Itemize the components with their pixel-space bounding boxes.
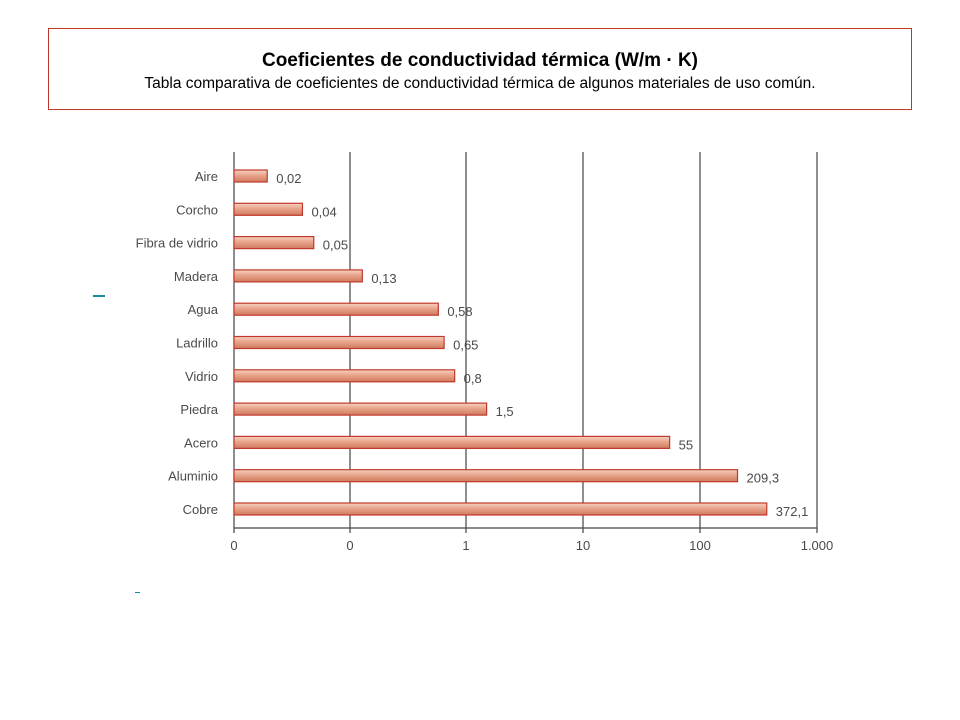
bar — [233, 202, 304, 216]
category-label: Acero — [184, 435, 218, 450]
x-tick-label: 0 — [230, 538, 237, 553]
category-label: Ladrillo — [176, 336, 218, 351]
category-label: Aire — [195, 169, 218, 184]
bar-layer — [233, 169, 768, 516]
bar — [233, 502, 768, 516]
category-label: Agua — [188, 302, 219, 317]
tick-layer: 0 0 1 10 100 1.000 — [230, 538, 833, 553]
value-label: 0,02 — [276, 171, 301, 186]
title-box: Coeficientes de conductividad térmica (W… — [48, 28, 912, 110]
bar — [233, 335, 445, 350]
value-label: 0,13 — [371, 271, 396, 286]
category-label: Piedra — [180, 402, 218, 417]
category-label: Aluminio — [168, 469, 218, 484]
category-label: Cobre — [183, 502, 218, 517]
value-label: 0,8 — [464, 371, 482, 386]
value-label: 1,5 — [496, 404, 514, 419]
bar — [233, 369, 456, 383]
decorative-mark — [135, 592, 140, 593]
bar — [233, 469, 739, 483]
value-label: 372,1 — [776, 504, 809, 519]
x-tick-label: 1.000 — [801, 538, 834, 553]
bar — [233, 236, 315, 250]
page-title: Coeficientes de conductividad térmica (W… — [261, 50, 699, 71]
value-label: 55 — [679, 437, 693, 452]
bar — [233, 402, 488, 416]
value-label: 0,65 — [453, 338, 478, 353]
x-tick-label: 0 — [346, 538, 353, 553]
x-tick-label: 10 — [576, 538, 590, 553]
value-label: 0,58 — [447, 304, 472, 319]
x-tick-label: 100 — [689, 538, 711, 553]
bar — [233, 269, 363, 283]
x-tick-label: 1 — [462, 538, 469, 553]
value-label: 0,05 — [323, 238, 348, 253]
bar — [233, 169, 268, 183]
category-label: Madera — [174, 269, 219, 284]
category-label: Corcho — [176, 202, 218, 217]
page-subtitle: Tabla comparativa de coeficientes de con… — [144, 75, 816, 92]
category-label: Fibra de vidrio — [136, 236, 218, 251]
value-label: 209,3 — [747, 471, 780, 486]
category-label: Vidrio — [185, 369, 218, 384]
decorative-mark — [93, 295, 105, 297]
bar — [233, 302, 439, 316]
label-layer: Aire 0,02 Corcho 0,04 Fibra de vidrio 0,05 Mad… — [136, 169, 809, 519]
value-label: 0,04 — [311, 204, 336, 219]
bar — [233, 435, 671, 449]
